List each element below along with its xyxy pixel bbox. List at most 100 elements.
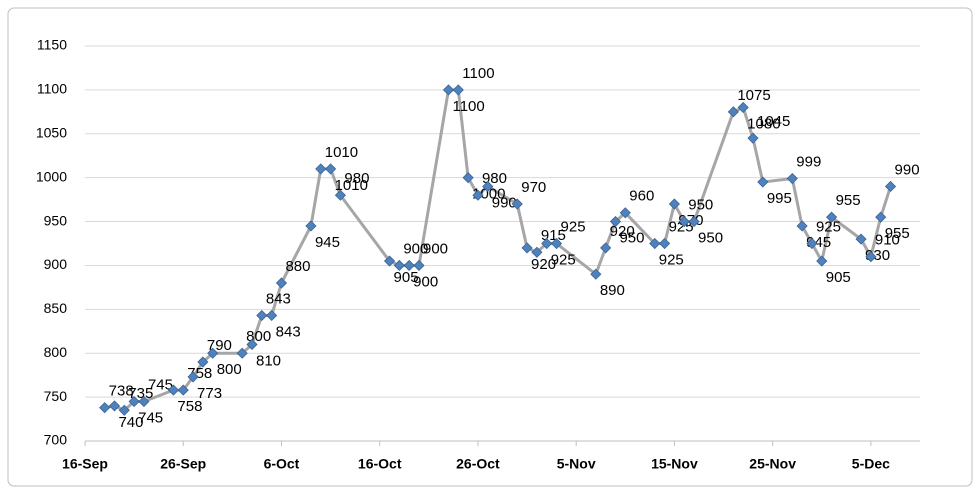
data-point xyxy=(99,402,111,414)
y-tick-label: 1000 xyxy=(36,168,67,184)
data-point xyxy=(678,215,690,228)
data-point xyxy=(600,242,612,254)
data-point xyxy=(403,259,415,272)
y-tick-label: 950 xyxy=(44,212,68,228)
x-tick-label: 26-Sep xyxy=(160,456,206,472)
data-label: 1010 xyxy=(335,177,368,194)
data-point xyxy=(108,400,121,412)
data-point xyxy=(806,237,818,250)
y-tick-label: 700 xyxy=(44,432,68,448)
data-point xyxy=(207,347,219,359)
data-point xyxy=(187,371,199,383)
data-label: 1010 xyxy=(325,144,358,161)
x-tick-label: 16-Oct xyxy=(358,456,402,472)
data-point xyxy=(521,242,533,254)
data-point xyxy=(197,356,209,368)
data-point xyxy=(442,84,455,96)
data-point xyxy=(472,189,484,201)
data-point xyxy=(816,255,828,267)
data-point xyxy=(334,189,346,201)
data-point xyxy=(786,172,798,185)
data-point xyxy=(462,172,474,184)
data-point xyxy=(482,180,494,193)
data-point xyxy=(511,198,523,210)
data-point xyxy=(884,180,897,193)
x-tick-label: 26-Oct xyxy=(456,456,500,472)
data-label: 955 xyxy=(836,192,861,209)
data-label: 800 xyxy=(217,361,242,378)
data-point xyxy=(865,251,877,263)
y-tick-label: 750 xyxy=(44,388,68,404)
data-label: 900 xyxy=(413,273,438,290)
data-label: 970 xyxy=(521,179,546,196)
data-label: 843 xyxy=(276,323,301,340)
data-point xyxy=(246,338,258,351)
data-label: 1100 xyxy=(452,98,484,115)
data-label: 920 xyxy=(610,223,635,240)
data-label: 999 xyxy=(796,154,821,171)
data-label: 925 xyxy=(561,218,586,235)
data-point xyxy=(236,347,248,359)
y-tick-label: 900 xyxy=(44,256,68,272)
data-label: 955 xyxy=(885,225,910,242)
data-point xyxy=(619,207,631,219)
data-point xyxy=(138,395,150,408)
data-label: 1045 xyxy=(757,113,790,130)
y-tick-label: 1150 xyxy=(37,37,67,53)
x-tick-label: 15-Nov xyxy=(651,456,698,472)
data-point xyxy=(747,132,759,144)
data-point xyxy=(550,237,563,250)
data-label: 758 xyxy=(177,398,202,415)
y-tick-label: 850 xyxy=(44,300,68,316)
data-point xyxy=(737,101,749,114)
data-label: 990 xyxy=(895,161,920,178)
y-tick-label: 1100 xyxy=(37,81,67,97)
data-point xyxy=(875,211,887,223)
data-label: 740 xyxy=(118,414,143,431)
data-point xyxy=(796,220,808,232)
data-label: 980 xyxy=(344,170,369,187)
data-point xyxy=(757,176,769,188)
data-point xyxy=(315,163,327,175)
data-point xyxy=(727,106,739,118)
data-label: 925 xyxy=(659,251,684,268)
data-point xyxy=(413,259,425,272)
data-label: 945 xyxy=(315,234,340,251)
data-label: 960 xyxy=(629,188,654,205)
data-point xyxy=(609,215,622,228)
data-point xyxy=(256,309,268,322)
data-point xyxy=(649,237,661,250)
data-label: 950 xyxy=(698,230,723,247)
x-tick-label: 16-Sep xyxy=(62,456,108,472)
data-label: 890 xyxy=(600,282,625,299)
data-label: 900 xyxy=(403,240,428,257)
x-tick-label: 5-Nov xyxy=(557,456,596,472)
data-point xyxy=(659,237,671,250)
data-point xyxy=(668,198,680,210)
data-label: 950 xyxy=(619,230,644,247)
data-label: 925 xyxy=(816,218,841,235)
x-tick-label: 5-Dec xyxy=(852,456,890,472)
data-label: 738 xyxy=(109,383,134,400)
data-point xyxy=(383,255,396,267)
data-label: 1100 xyxy=(462,65,494,82)
data-label: 843 xyxy=(266,290,291,307)
data-label: 900 xyxy=(423,240,448,257)
y-tick-label: 1050 xyxy=(36,124,67,140)
data-label: 920 xyxy=(531,256,556,273)
data-point xyxy=(531,246,543,258)
data-point xyxy=(325,163,337,175)
y-tick-label: 800 xyxy=(44,344,68,360)
data-label: 880 xyxy=(285,258,310,275)
data-label: 1080 xyxy=(747,115,780,132)
data-point xyxy=(305,220,317,232)
data-point xyxy=(393,259,405,272)
data-label: 745 xyxy=(148,376,173,393)
data-point xyxy=(177,384,189,396)
data-point xyxy=(688,215,700,228)
data-point xyxy=(541,237,553,250)
data-point xyxy=(167,384,179,396)
data-point xyxy=(855,233,867,245)
data-label: 905 xyxy=(826,269,851,286)
